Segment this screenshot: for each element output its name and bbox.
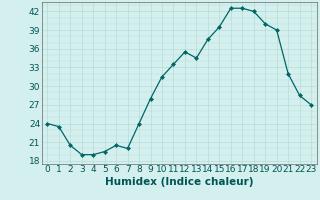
X-axis label: Humidex (Indice chaleur): Humidex (Indice chaleur) [105,177,253,187]
